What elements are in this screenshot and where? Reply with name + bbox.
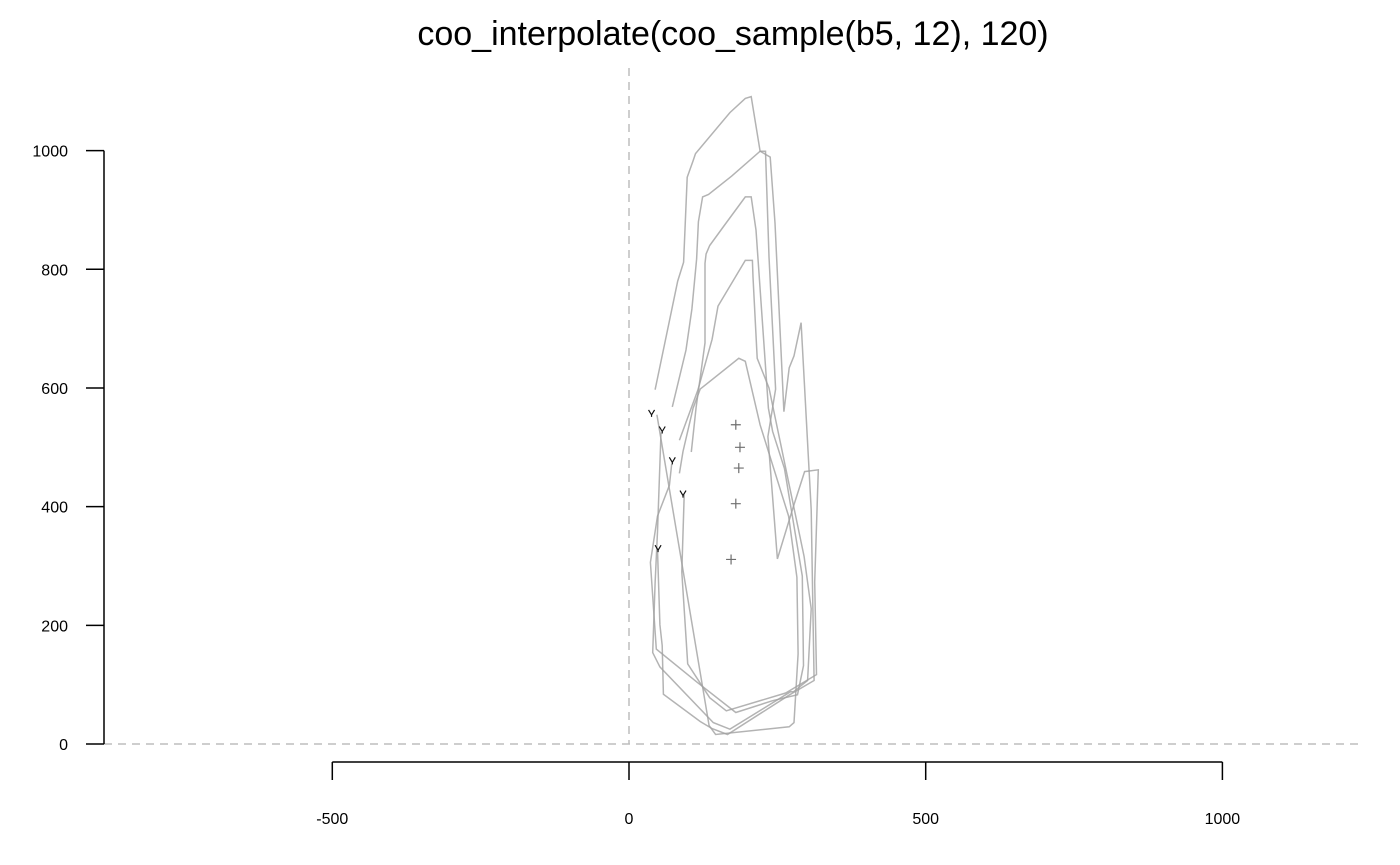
centroid-marker-3 (733, 463, 744, 474)
y-tick-label: 400 (41, 500, 68, 517)
chart-title: coo_interpolate(coo_sample(b5, 12), 120) (417, 15, 1048, 53)
reference-lines (104, 68, 1362, 745)
centroid-marker-1 (726, 554, 737, 565)
x-tick-label: 500 (912, 811, 939, 828)
x-tick-label: 0 (625, 811, 634, 828)
outline-2 (651, 259, 812, 731)
start-marker-4 (679, 490, 687, 498)
centroid-marker-2 (730, 498, 741, 509)
y-tick-label: 800 (41, 262, 68, 279)
centroid-marker-4 (734, 442, 745, 453)
centroid-marker-5 (730, 419, 741, 430)
y-tick-label: 200 (41, 618, 68, 635)
start-marker-1 (648, 409, 656, 417)
x-tick-label: -500 (316, 811, 348, 828)
axes: 0 200 400 600 800 1000 -500 0 500 1000 (32, 144, 1240, 828)
outline-4 (671, 150, 820, 712)
start-marker-5 (654, 544, 662, 553)
y-tick-label: 1000 (32, 144, 68, 161)
outline-1 (656, 357, 799, 736)
outline-series (649, 95, 820, 736)
start-marker-2 (658, 426, 666, 434)
start-marker-3 (668, 457, 676, 465)
x-tick-label: 1000 (1205, 811, 1241, 828)
outline-5 (654, 95, 815, 736)
y-tick-label: 600 (41, 381, 68, 398)
y-tick-label: 0 (59, 737, 68, 754)
outline-3 (649, 196, 805, 714)
markers (648, 409, 745, 565)
